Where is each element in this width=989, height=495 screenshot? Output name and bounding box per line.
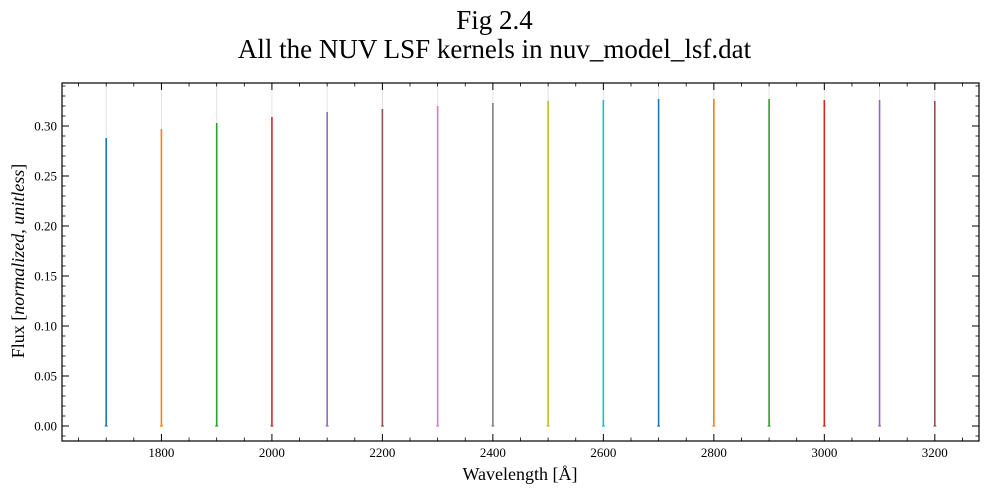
kernel-series	[822, 83, 826, 427]
y-tick-label: 0.25	[34, 169, 57, 184]
y-tick-label: 0.00	[34, 419, 57, 434]
kernel-series	[878, 83, 882, 427]
y-tick-label: 0.10	[34, 319, 57, 334]
y-tick-label: 0.20	[34, 219, 57, 234]
x-tick-label: 2200	[369, 445, 395, 460]
x-tick-label: 2600	[590, 445, 616, 460]
kernel-series	[270, 83, 274, 427]
kernel-series	[712, 83, 716, 427]
figure-title: Fig 2.4	[456, 5, 533, 35]
kernel-series	[436, 83, 440, 427]
x-tick-label: 2400	[480, 445, 506, 460]
kernel-series	[215, 83, 219, 427]
y-tick-label: 0.30	[34, 119, 57, 134]
kernel-series	[933, 83, 937, 427]
x-tick-label: 1800	[148, 445, 174, 460]
kernel-series	[657, 83, 661, 427]
axes: 1800 2000 2200 2400 2600 2800 3000 3200 0.00 0.05…	[34, 82, 980, 460]
kernel-series	[325, 83, 329, 427]
y-tick-label: 0.05	[34, 369, 57, 384]
kernel-series	[767, 83, 771, 427]
x-tick-label: 2800	[701, 445, 727, 460]
kernel-series	[491, 83, 495, 427]
x-tick-label: 2000	[259, 445, 285, 460]
kernel-series	[380, 83, 384, 427]
kernel-series	[159, 83, 163, 427]
x-tick-label: 3200	[922, 445, 948, 460]
kernel-lines	[104, 83, 937, 427]
y-tick-label: 0.15	[34, 269, 57, 284]
plot-frame	[61, 82, 980, 442]
kernel-series	[546, 83, 550, 427]
x-axis-label: Wavelength [Å]	[462, 464, 577, 484]
kernel-series	[601, 83, 605, 427]
figure-subtitle: All the NUV LSF kernels in nuv_model_lsf…	[237, 34, 752, 64]
kernel-series	[104, 83, 108, 427]
y-axis-label: Flux [normalized, unitless]	[8, 164, 28, 359]
x-tick-label: 3000	[811, 445, 837, 460]
